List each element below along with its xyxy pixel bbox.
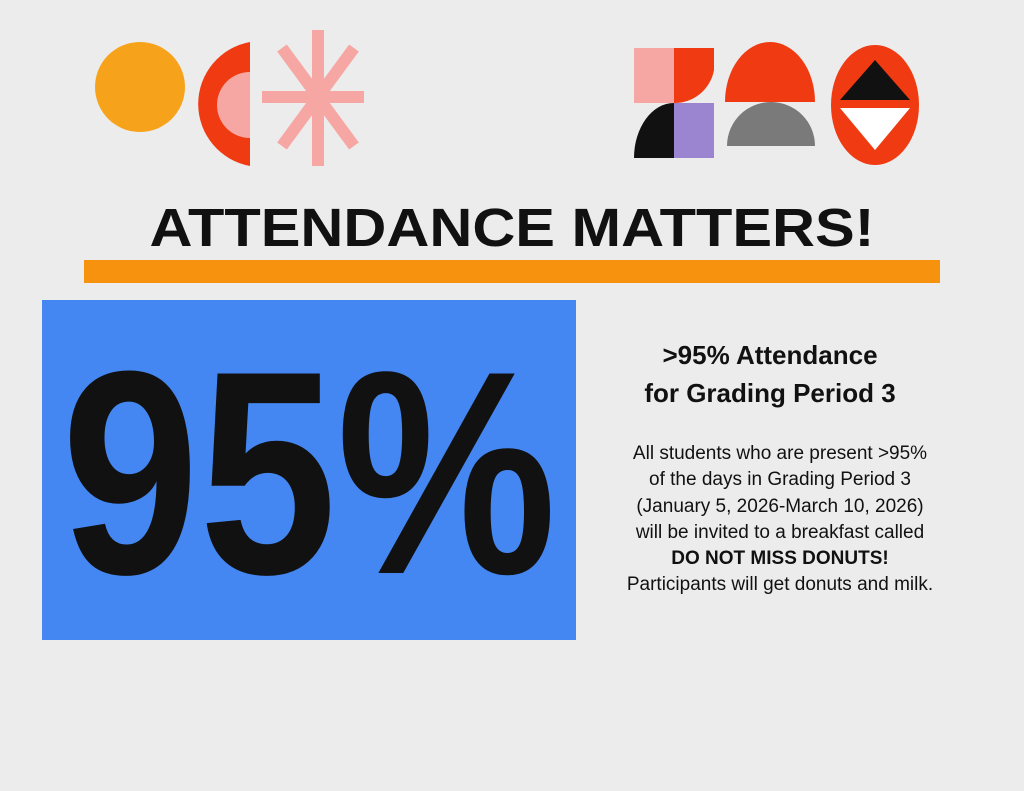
body-line: Participants will get donuts and milk. (627, 574, 933, 595)
body-line: All students who are present >95% (633, 443, 927, 464)
heading-line: for Grading Period 3 (644, 378, 895, 408)
body-line: of the days in Grading Period 3 (649, 469, 911, 490)
body-line: (January 5, 2026-March 10, 2026) (636, 496, 923, 517)
big-number: 95% (62, 311, 557, 635)
heading-line: >95% Attendance (662, 340, 877, 370)
body-line: DO NOT MISS DONUTS! (671, 548, 888, 569)
orange-circle (95, 42, 185, 132)
body-line: will be invited to a breakfast called (635, 522, 924, 543)
title: ATTENDANCE MATTERS! (150, 198, 875, 258)
pink-half-circle (217, 72, 250, 138)
orange-bar (84, 260, 940, 283)
blue-panel (42, 300, 576, 640)
decoration-left (95, 30, 364, 166)
decoration-right (634, 42, 919, 165)
pink-asterisk (262, 30, 364, 166)
